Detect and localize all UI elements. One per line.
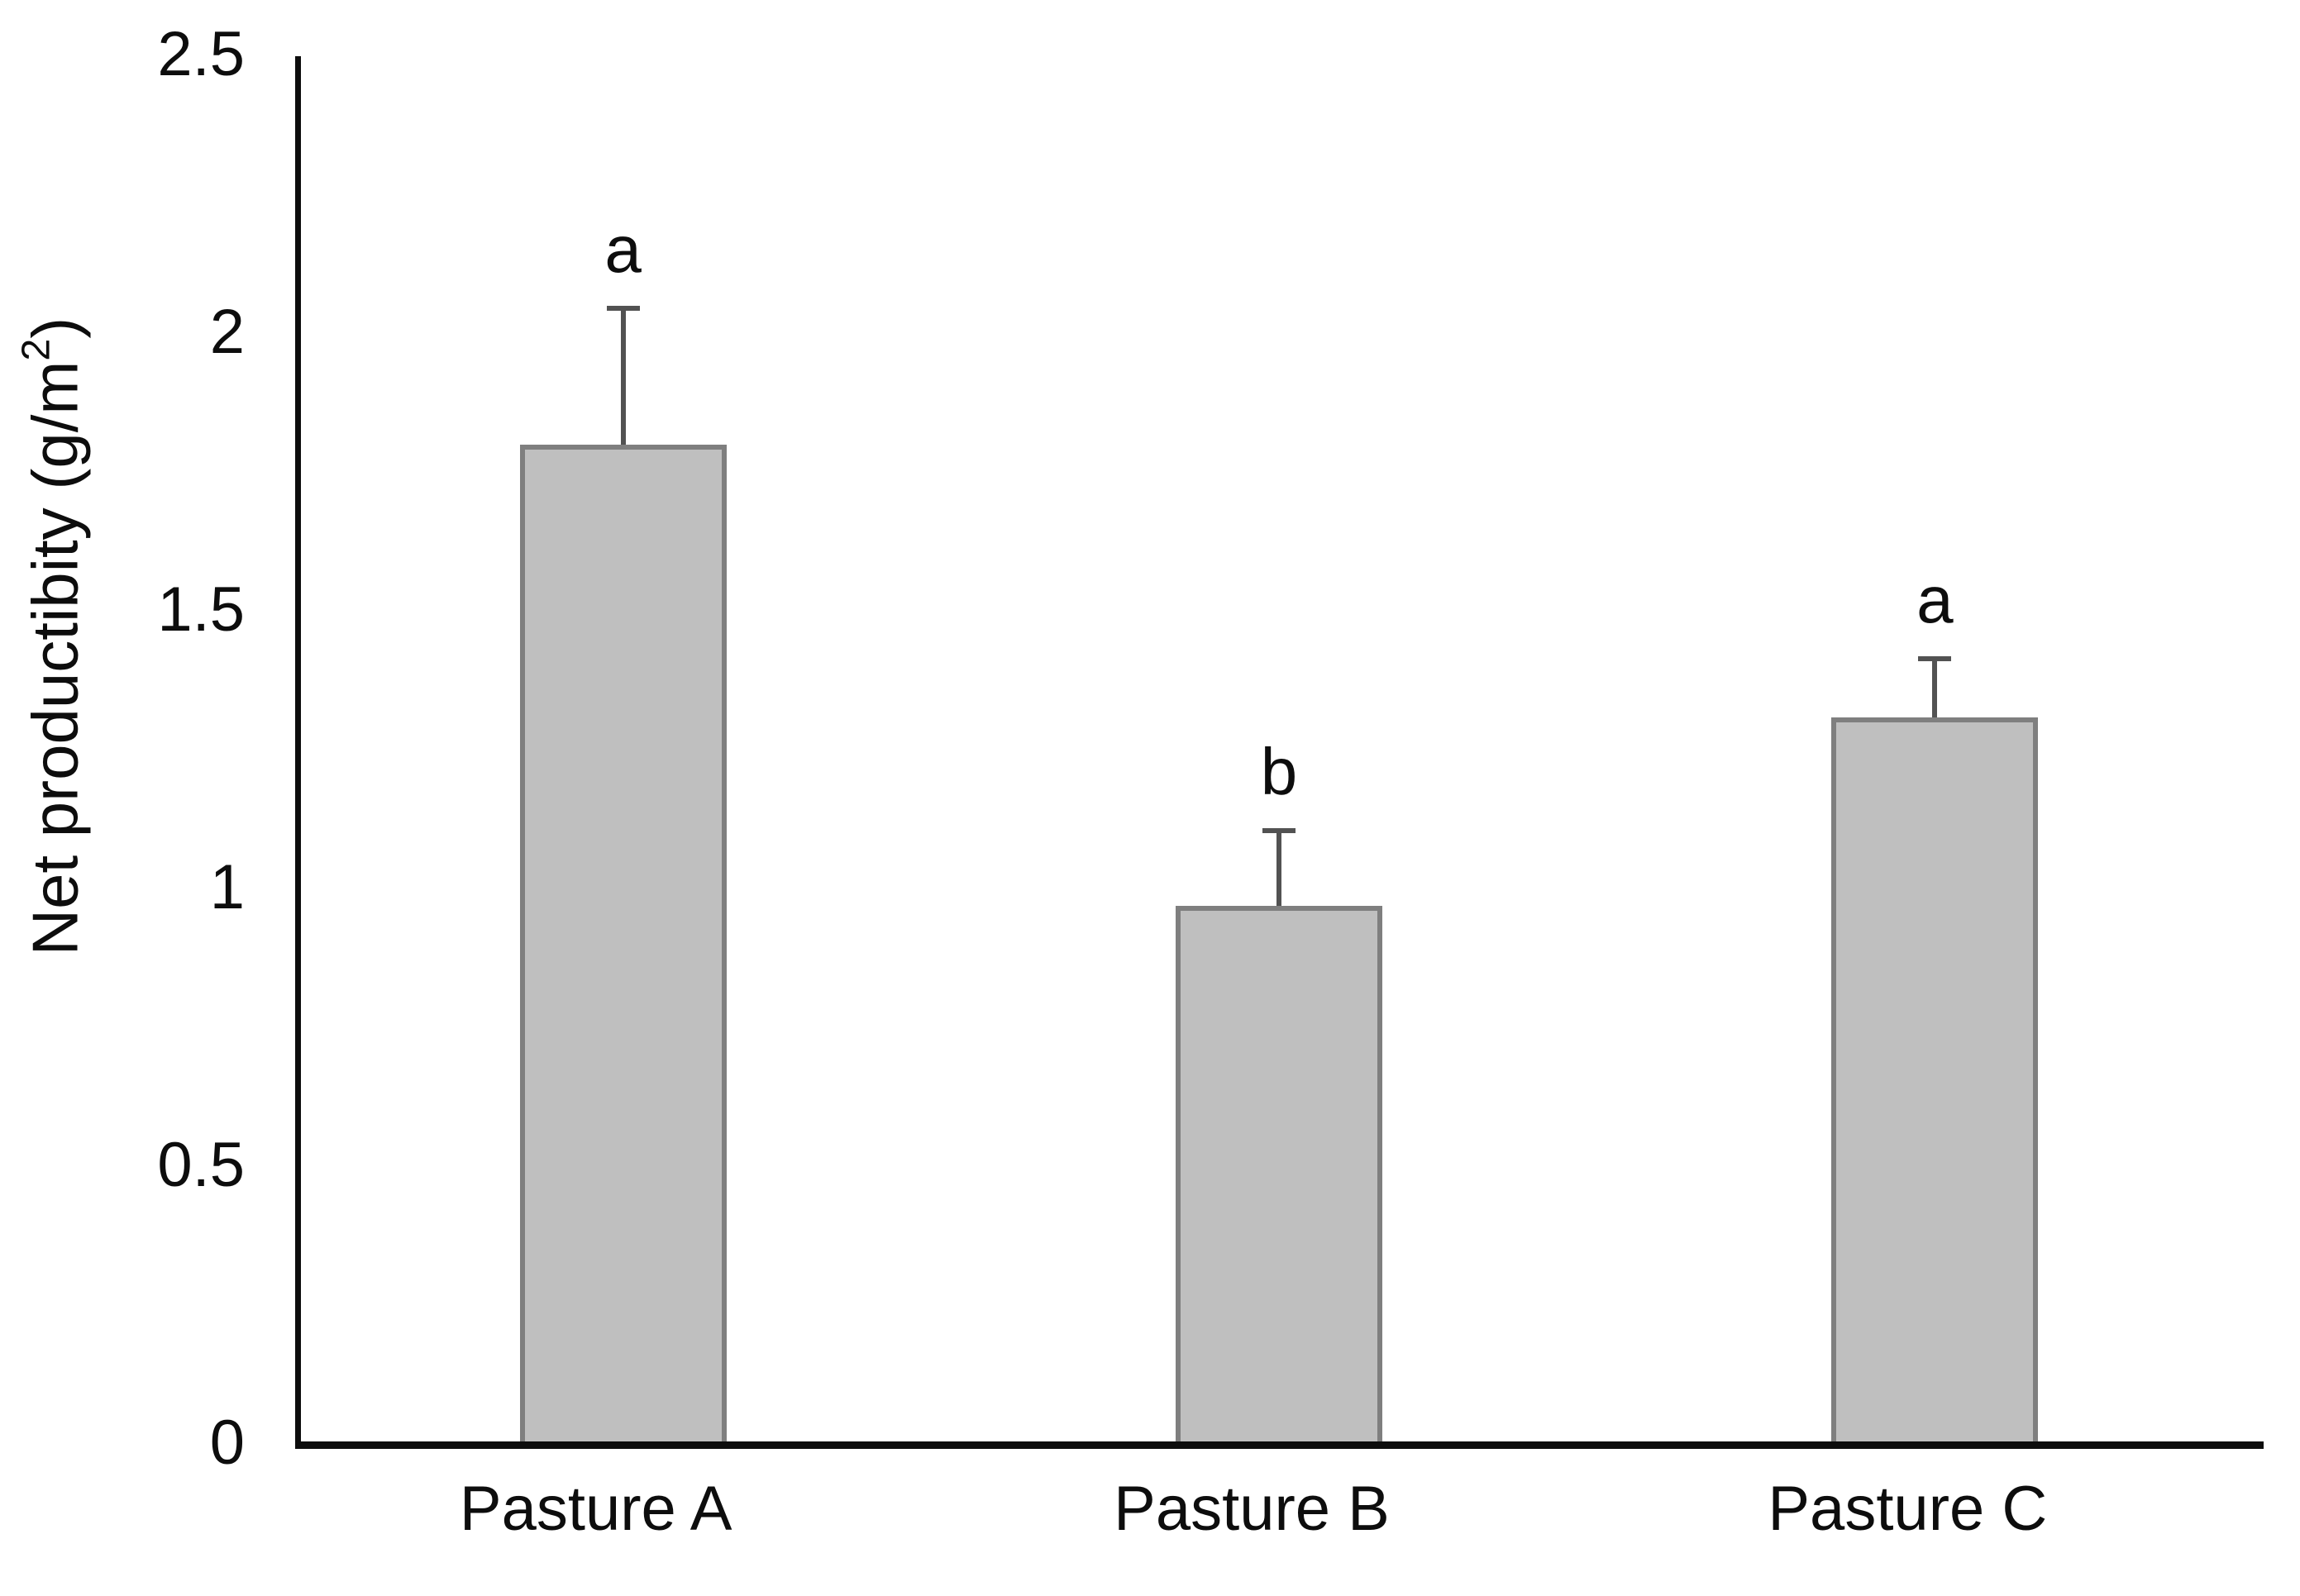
category-label-pasture-b: Pasture B xyxy=(1114,1474,1390,1544)
error-bar-cap-pasture-a xyxy=(606,306,640,312)
category-label-pasture-a: Pasture A xyxy=(459,1474,732,1544)
bar-pasture-c xyxy=(1831,717,2039,1448)
y-axis-line xyxy=(295,56,301,1449)
error-bar-line-pasture-b xyxy=(1276,828,1281,907)
y-tick-label-1: 1 xyxy=(209,852,245,922)
y-tick-label-2: 2 xyxy=(209,297,245,367)
error-bar-cap-pasture-c xyxy=(1918,655,1952,661)
significance-letter-pasture-a: a xyxy=(604,212,642,287)
y-tick-label-0.5: 0.5 xyxy=(157,1130,245,1200)
error-bar-line-pasture-a xyxy=(620,306,626,445)
bar-pasture-a xyxy=(519,445,727,1448)
error-bar-cap-pasture-b xyxy=(1262,828,1296,834)
significance-letter-pasture-c: a xyxy=(1916,562,1954,636)
x-axis-line xyxy=(295,1441,2264,1449)
error-bar-line-pasture-c xyxy=(1932,655,1938,717)
bar-pasture-b xyxy=(1176,906,1382,1448)
y-tick-label-1.5: 1.5 xyxy=(157,574,245,645)
y-tick-label-0: 0 xyxy=(209,1408,245,1478)
category-label-pasture-c: Pasture C xyxy=(1768,1474,2048,1544)
significance-letter-pasture-b: b xyxy=(1260,735,1298,809)
y-tick-label-2.5: 2.5 xyxy=(157,19,245,89)
